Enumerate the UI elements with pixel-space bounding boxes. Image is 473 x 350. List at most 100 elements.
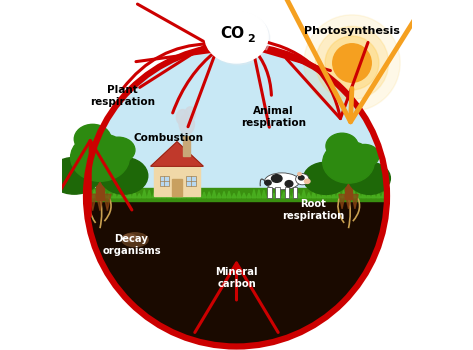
Polygon shape <box>232 193 236 198</box>
FancyArrowPatch shape <box>123 4 208 89</box>
Polygon shape <box>371 193 376 198</box>
Polygon shape <box>117 193 122 198</box>
Ellipse shape <box>176 110 189 125</box>
Ellipse shape <box>102 137 135 163</box>
Polygon shape <box>277 191 281 198</box>
Polygon shape <box>162 193 166 198</box>
Bar <box>267 187 272 198</box>
Polygon shape <box>207 192 211 198</box>
Polygon shape <box>142 189 147 198</box>
Polygon shape <box>187 191 191 198</box>
Polygon shape <box>272 193 276 198</box>
Polygon shape <box>96 194 104 211</box>
Polygon shape <box>312 191 316 198</box>
Polygon shape <box>342 190 346 198</box>
Ellipse shape <box>285 181 293 187</box>
Circle shape <box>315 27 389 99</box>
Polygon shape <box>337 189 341 198</box>
Polygon shape <box>127 191 131 198</box>
FancyArrowPatch shape <box>278 0 434 122</box>
Polygon shape <box>88 192 92 198</box>
Ellipse shape <box>272 175 282 182</box>
Ellipse shape <box>298 173 301 175</box>
Bar <box>345 167 352 199</box>
Ellipse shape <box>49 158 100 194</box>
Ellipse shape <box>123 234 137 242</box>
Polygon shape <box>182 193 186 198</box>
Ellipse shape <box>296 174 309 185</box>
Polygon shape <box>86 196 387 346</box>
Polygon shape <box>357 191 361 198</box>
Bar <box>159 176 169 186</box>
Polygon shape <box>102 191 106 198</box>
Polygon shape <box>361 190 366 198</box>
Circle shape <box>333 44 371 82</box>
Polygon shape <box>292 191 296 198</box>
Bar <box>275 187 280 198</box>
Polygon shape <box>377 193 381 198</box>
Polygon shape <box>92 190 96 198</box>
FancyArrowPatch shape <box>253 48 331 127</box>
Polygon shape <box>86 46 387 196</box>
Ellipse shape <box>100 158 148 194</box>
Polygon shape <box>167 192 171 198</box>
Text: Combustion: Combustion <box>133 133 203 143</box>
Polygon shape <box>322 191 326 198</box>
Polygon shape <box>172 191 176 198</box>
Polygon shape <box>157 193 161 198</box>
Polygon shape <box>137 194 141 198</box>
Polygon shape <box>282 192 286 198</box>
Text: Photosynthesis: Photosynthesis <box>304 27 400 36</box>
Polygon shape <box>267 192 271 198</box>
Polygon shape <box>89 194 96 211</box>
Ellipse shape <box>350 145 379 167</box>
Ellipse shape <box>326 133 358 159</box>
FancyArrowPatch shape <box>136 51 216 127</box>
Polygon shape <box>192 193 196 198</box>
Bar <box>154 166 200 196</box>
Ellipse shape <box>323 141 374 183</box>
Text: Decay
organisms: Decay organisms <box>102 234 161 256</box>
Polygon shape <box>123 190 126 198</box>
Polygon shape <box>302 190 306 198</box>
Polygon shape <box>297 194 301 198</box>
Polygon shape <box>367 193 371 198</box>
Polygon shape <box>97 190 102 198</box>
Polygon shape <box>257 189 261 198</box>
Polygon shape <box>152 193 157 198</box>
Bar <box>86 188 387 201</box>
FancyArrowPatch shape <box>195 263 278 332</box>
Polygon shape <box>247 193 251 198</box>
Text: Animal
respiration: Animal respiration <box>241 106 306 128</box>
Ellipse shape <box>265 180 271 185</box>
Polygon shape <box>147 190 151 198</box>
FancyArrowPatch shape <box>49 140 132 216</box>
Ellipse shape <box>205 10 268 63</box>
FancyArrowPatch shape <box>260 41 368 119</box>
Ellipse shape <box>303 162 349 194</box>
Polygon shape <box>262 190 266 198</box>
Ellipse shape <box>70 133 130 181</box>
Polygon shape <box>347 190 350 198</box>
Polygon shape <box>132 191 136 198</box>
Polygon shape <box>227 191 231 198</box>
Ellipse shape <box>298 176 304 180</box>
Polygon shape <box>352 194 358 209</box>
Polygon shape <box>104 194 111 211</box>
Polygon shape <box>287 193 291 198</box>
Ellipse shape <box>264 173 299 190</box>
Text: Plant
respiration: Plant respiration <box>90 85 155 107</box>
Ellipse shape <box>179 114 194 134</box>
Text: 2: 2 <box>247 34 255 43</box>
Text: Mineral
carbon: Mineral carbon <box>215 267 258 289</box>
Polygon shape <box>345 194 352 209</box>
Polygon shape <box>242 193 246 198</box>
Polygon shape <box>197 192 201 198</box>
Bar <box>293 187 298 198</box>
Polygon shape <box>381 192 385 198</box>
Ellipse shape <box>349 162 390 194</box>
Polygon shape <box>177 192 181 198</box>
Text: Root
respiration: Root respiration <box>282 199 345 221</box>
Polygon shape <box>351 190 356 198</box>
Polygon shape <box>237 191 241 198</box>
